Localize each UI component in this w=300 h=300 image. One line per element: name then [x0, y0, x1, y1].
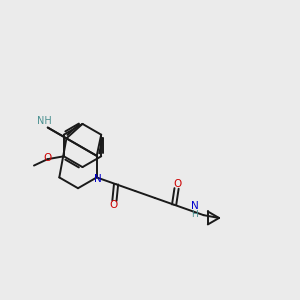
Text: O: O: [173, 179, 181, 189]
Text: NH: NH: [37, 116, 52, 126]
Text: H: H: [192, 210, 198, 219]
Text: O: O: [44, 153, 52, 163]
Text: N: N: [191, 201, 199, 211]
Text: N: N: [94, 174, 102, 184]
Text: O: O: [110, 200, 118, 210]
